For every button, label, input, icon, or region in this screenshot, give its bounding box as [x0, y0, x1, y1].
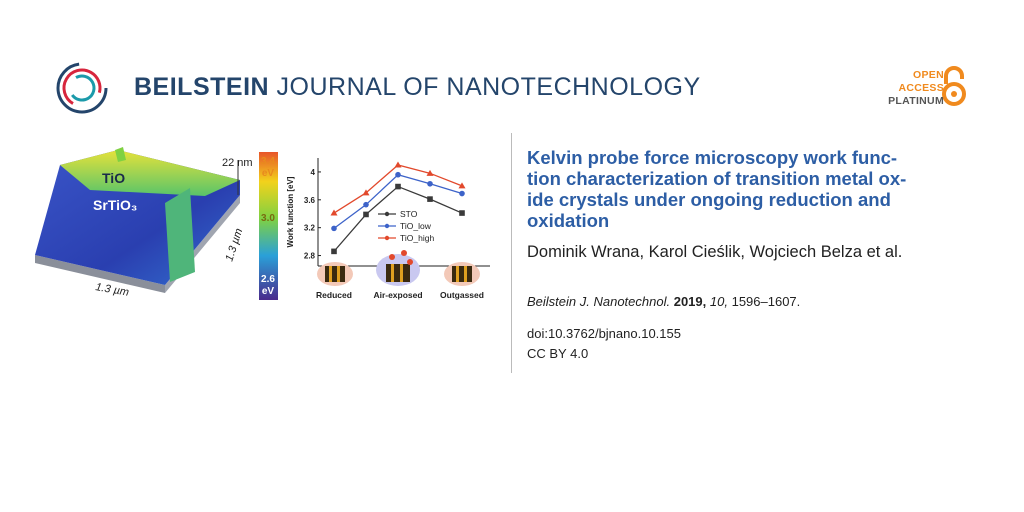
data-point	[331, 225, 337, 232]
citation-year: 2019,	[673, 294, 707, 309]
data-point	[459, 190, 465, 197]
citation-volume: 10,	[709, 294, 728, 309]
legend-marker	[384, 235, 390, 241]
open-access-icon	[942, 66, 966, 106]
journal-name-bold: BEILSTEIN	[134, 73, 270, 101]
badge-line: PLATINUM	[888, 95, 944, 107]
legend-marker	[384, 223, 390, 229]
x-tick-label: Air-exposed	[373, 290, 422, 300]
colorbar	[259, 152, 278, 300]
data-point	[362, 189, 370, 196]
chart: 2.8 3.2 3.6 4 Work function [eV] Reduced Air-e…	[286, 161, 484, 300]
article-title-line: oxidation	[527, 210, 610, 231]
colorbar-bottom-unit: eV	[262, 286, 275, 297]
citation-pages: 1596–1607.	[731, 294, 801, 309]
top-layer-label: TiO	[102, 170, 125, 186]
article-title-line: tion characterization of transition meta…	[527, 168, 907, 189]
x-tick-label: Reduced	[316, 290, 352, 300]
data-point	[395, 171, 401, 178]
data-point	[395, 183, 401, 190]
afm-image	[35, 147, 240, 293]
data-point	[458, 182, 466, 189]
y-tick-label: 2.8	[304, 252, 316, 261]
colorbar-mid-value: 3.0	[261, 213, 275, 224]
article-title-line: ide crystals under ongoing reduction and	[527, 189, 891, 210]
x-tick-label: Outgassed	[440, 290, 484, 300]
badge-line: ACCESS	[898, 82, 944, 94]
data-point	[394, 161, 402, 168]
colorbar-top-value: 3.4	[261, 156, 275, 167]
y-tick-label: 3.6	[304, 196, 316, 205]
license: CC BY 4.0	[527, 346, 589, 361]
citation-journal: Beilstein J. Nanotechnol.	[527, 294, 671, 309]
open-access-icon-dot	[951, 91, 957, 97]
legend-marker	[384, 211, 390, 217]
journal-name: BEILSTEIN JOURNAL OF NANOTECHNOLOGY	[134, 73, 701, 102]
doi: doi:10.3762/bjnano.10.155	[527, 326, 681, 341]
y-tick-label: 3.2	[304, 224, 316, 233]
divider	[511, 133, 512, 373]
data-point	[426, 169, 434, 176]
data-point	[363, 201, 369, 208]
height-label: 22 nm	[222, 157, 253, 169]
legend-label: STO	[400, 209, 418, 219]
colorbar-top-unit: eV	[262, 168, 275, 179]
series-line	[333, 185, 463, 252]
front-length-label: 1.3 µm	[94, 281, 129, 299]
journal-name-rest: JOURNAL OF NANOTECHNOLOGY	[276, 73, 701, 101]
legend-label: TiO_high	[400, 233, 434, 243]
side-length-label: 1.3 µm	[223, 227, 245, 263]
citation: Beilstein J. Nanotechnol. 2019, 10, 1596…	[527, 294, 800, 309]
data-point	[363, 211, 369, 218]
badge-line: OPEN	[913, 69, 944, 81]
data-point	[427, 180, 433, 187]
y-tick-label: 4	[311, 168, 316, 177]
article-title-line: Kelvin probe force microscopy work func-	[527, 147, 898, 168]
data-point	[330, 209, 338, 216]
legend-label: TiO_low	[400, 221, 432, 231]
authors: Dominik Wrana, Karol Cieślik, Wojciech B…	[527, 243, 903, 261]
data-point	[427, 196, 433, 202]
data-point	[459, 210, 465, 216]
substrate-label: SrTiO₃	[93, 197, 137, 213]
colorbar-bottom-value: 2.6	[261, 274, 275, 285]
y-axis-label: Work function [eV]	[286, 176, 295, 247]
data-point	[331, 248, 337, 255]
journal-logo	[56, 62, 108, 114]
chart-insets	[317, 250, 480, 286]
